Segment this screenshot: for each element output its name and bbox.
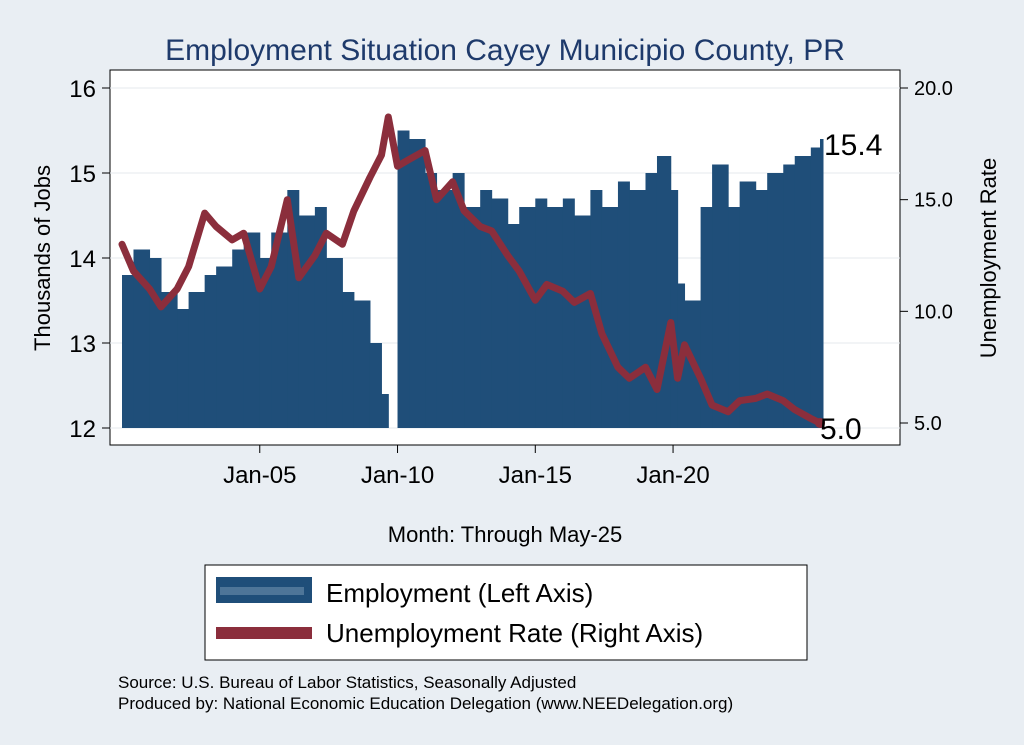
employment-bar: [810, 147, 821, 428]
y-left-tick-label: 16: [69, 76, 96, 103]
legend: Employment (Left Axis) Unemployment Rate…: [204, 564, 808, 661]
employment-bar: [728, 207, 741, 428]
y-right-tick-label: 10.0: [914, 301, 953, 323]
employment-bar: [601, 207, 619, 428]
employment-bar: [314, 207, 327, 428]
employment-bar: [397, 130, 410, 428]
legend-label-unemployment: Unemployment Rate (Right Axis): [326, 618, 703, 648]
y-right-tick-label: 15.0: [914, 190, 953, 212]
chart-title: Employment Situation Cayey Municipio Cou…: [165, 34, 845, 67]
unemployment-line-layer: [118, 113, 825, 428]
employment-bar: [755, 190, 768, 428]
employment-bar: [712, 164, 729, 428]
employment-bar: [381, 394, 389, 428]
employment-bar: [259, 258, 272, 428]
y-right-tick-label: 20.0: [914, 78, 953, 100]
employment-bar: [480, 190, 493, 428]
unemployment-end-label: 5.0: [820, 413, 862, 446]
employment-bar: [452, 173, 465, 428]
employment-bar: [629, 190, 646, 428]
x-tick-label: Jan-20: [636, 462, 709, 489]
source-line: Source: U.S. Bureau of Labor Statistics,…: [118, 673, 576, 692]
legend-label-employment: Employment (Left Axis): [326, 578, 593, 608]
employment-bar: [216, 266, 233, 428]
employment-bar: [617, 181, 630, 428]
employment-bar: [574, 215, 591, 428]
x-tick-label: Jan-15: [499, 462, 572, 489]
y-axis-left-title: Thousands of Jobs: [30, 165, 55, 351]
employment-bar: [645, 173, 658, 428]
employment-bar: [507, 224, 520, 428]
employment-end-label: 15.4: [824, 129, 882, 162]
legend-swatch-employment-inner: [220, 587, 304, 595]
employment-bar: [188, 292, 206, 428]
employment-bar: [739, 181, 757, 428]
x-tick-label: Jan-05: [223, 462, 296, 489]
employment-bar: [436, 190, 454, 428]
y-axis-right-title: Unemployment Rate: [976, 158, 1001, 359]
y-right-tick-label: 5.0: [914, 413, 942, 435]
legend-swatch-unemployment: [216, 627, 312, 639]
employment-bar: [177, 309, 190, 428]
employment-bar: [820, 139, 824, 428]
employment-bar: [562, 198, 575, 428]
employment-bar: [232, 249, 245, 428]
employment-bar: [670, 190, 679, 428]
employment-bar: [353, 300, 371, 428]
employment-bar: [700, 207, 713, 428]
employment-bar: [204, 275, 217, 428]
y-left-tick-label: 15: [69, 161, 96, 188]
x-tick-label: Jan-10: [361, 462, 434, 489]
employment-bar: [326, 258, 343, 428]
employment-bar: [519, 207, 536, 428]
produced-by-line: Produced by: National Economic Education…: [118, 694, 733, 713]
employment-bar: [794, 156, 812, 428]
employment-bar: [783, 164, 796, 428]
axes: 12 13 14 15 16 5.0 10.0 15.0 20.0 Jan-05 Jan-10 Jan…: [69, 76, 953, 489]
employment-bar: [425, 173, 438, 428]
employment-bar: [133, 249, 151, 428]
employment-bar: [149, 258, 162, 428]
employment-bar: [409, 139, 426, 428]
employment-bar: [271, 232, 288, 428]
employment-bar: [767, 173, 784, 428]
y-left-tick-label: 13: [69, 331, 96, 358]
employment-bar: [342, 292, 355, 428]
employment-bar: [546, 207, 564, 428]
employment-bar: [535, 198, 548, 428]
employment-bar: [298, 215, 316, 428]
employment-bar: [369, 343, 382, 428]
unemployment-end-point: [815, 418, 825, 428]
y-left-tick-label: 14: [69, 246, 96, 273]
employment-bars: [122, 130, 824, 428]
employment-bar: [122, 275, 134, 428]
employment-bar: [464, 207, 481, 428]
x-axis-title: Month: Through May-25: [388, 522, 622, 547]
y-left-tick-label: 12: [69, 416, 96, 443]
unemployment-line: [118, 113, 824, 427]
employment-bar: [287, 190, 300, 428]
employment-bar: [161, 292, 178, 428]
